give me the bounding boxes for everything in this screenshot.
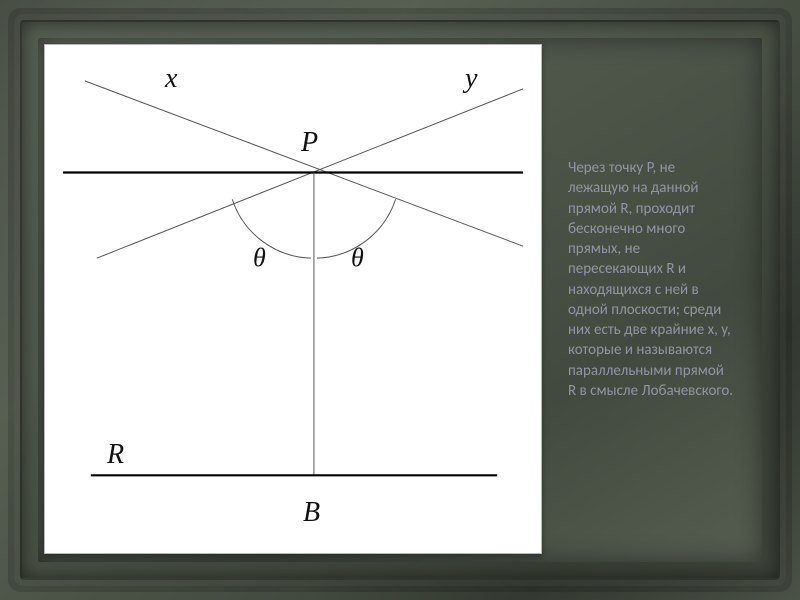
caption-column: Через точку P, не лежащую на данной прям…	[542, 38, 762, 562]
label-theta-left: θ	[253, 243, 266, 273]
slide-background: x y P θ θ R B Через точку P, не лежащую …	[0, 0, 800, 600]
line-x	[85, 81, 523, 246]
label-b: B	[303, 497, 320, 529]
geometry-diagram: x y P θ θ R B	[44, 44, 542, 554]
content-row: x y P θ θ R B Через точку P, не лежащую …	[38, 38, 762, 562]
diagram-container: x y P θ θ R B	[38, 38, 542, 562]
label-x: x	[165, 63, 177, 95]
label-theta-right: θ	[351, 243, 364, 273]
caption-text: Через точку P, не лежащую на данной прям…	[568, 158, 734, 401]
label-r: R	[107, 439, 124, 471]
label-y: y	[465, 63, 477, 95]
arc-theta-left	[232, 199, 311, 258]
diagram-svg	[45, 45, 541, 553]
label-p: P	[301, 127, 318, 159]
